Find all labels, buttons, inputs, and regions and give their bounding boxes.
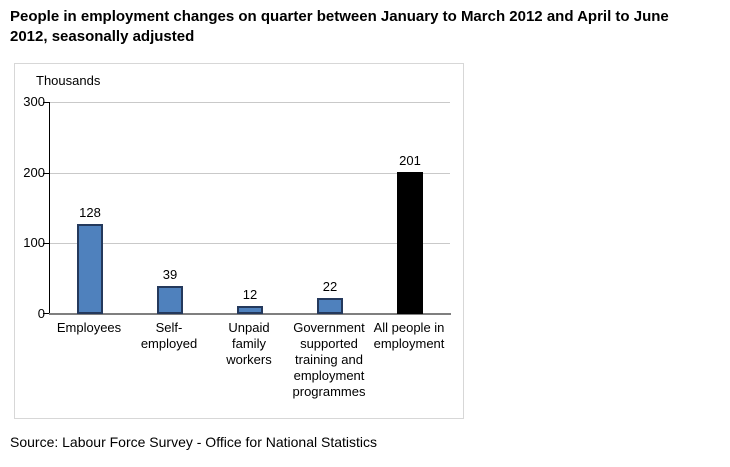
bar-slot-2: 12 <box>210 102 290 314</box>
x-axis-category-labels: Employees Self- employed Unpaid family wor… <box>49 320 449 400</box>
gridline-100 <box>50 243 450 245</box>
gridline-200 <box>50 172 450 174</box>
bar-3 <box>317 298 343 314</box>
bar-0 <box>77 224 103 314</box>
y-tick-label-100: 100 <box>23 235 45 251</box>
bar-value-label-2: 12 <box>242 287 258 302</box>
bar-value-label-0: 128 <box>79 205 101 220</box>
category-label-1: Self- employed <box>140 320 198 351</box>
y-tick-label-300: 300 <box>23 94 45 109</box>
category-label-2: Unpaid family workers <box>226 320 272 367</box>
chart-frame: Thousands 128 39 12 22 201 Employees Self- em… <box>14 63 464 419</box>
bar-2 <box>237 306 263 314</box>
chart-title: People in employment changes on quarter … <box>10 8 669 45</box>
bar-slot-3: 22 <box>290 102 370 314</box>
category-label-4: All people in employment <box>373 320 445 351</box>
plot-area: 128 39 12 22 201 <box>43 102 451 315</box>
bar-value-label-3: 22 <box>322 279 338 294</box>
bar-slot-1: 39 <box>130 102 210 314</box>
source-caption: Source: Labour Force Survey - Office for… <box>10 434 378 450</box>
y-tick-mark-200 <box>43 172 50 174</box>
x-axis-baseline <box>49 313 451 315</box>
category-label-3: Government supported training and employ… <box>292 320 366 399</box>
bar-slot-0: 128 <box>50 102 130 314</box>
y-tick-label-0: 0 <box>37 306 45 321</box>
bar-slot-4: 201 <box>370 102 450 314</box>
y-tick-mark-300 <box>43 102 50 103</box>
bar-4 <box>397 172 423 314</box>
bar-value-label-4: 201 <box>399 153 421 168</box>
y-tick-label-200: 200 <box>23 164 45 180</box>
bars-row: 128 39 12 22 201 <box>50 102 450 314</box>
bar-value-label-1: 39 <box>162 267 178 282</box>
bar-1 <box>157 286 183 314</box>
gridline-300 <box>50 102 450 103</box>
category-label-0: Employees <box>56 320 122 335</box>
y-tick-mark-0 <box>43 313 50 314</box>
y-axis-unit-label: Thousands <box>36 73 101 88</box>
y-tick-mark-100 <box>43 243 50 245</box>
